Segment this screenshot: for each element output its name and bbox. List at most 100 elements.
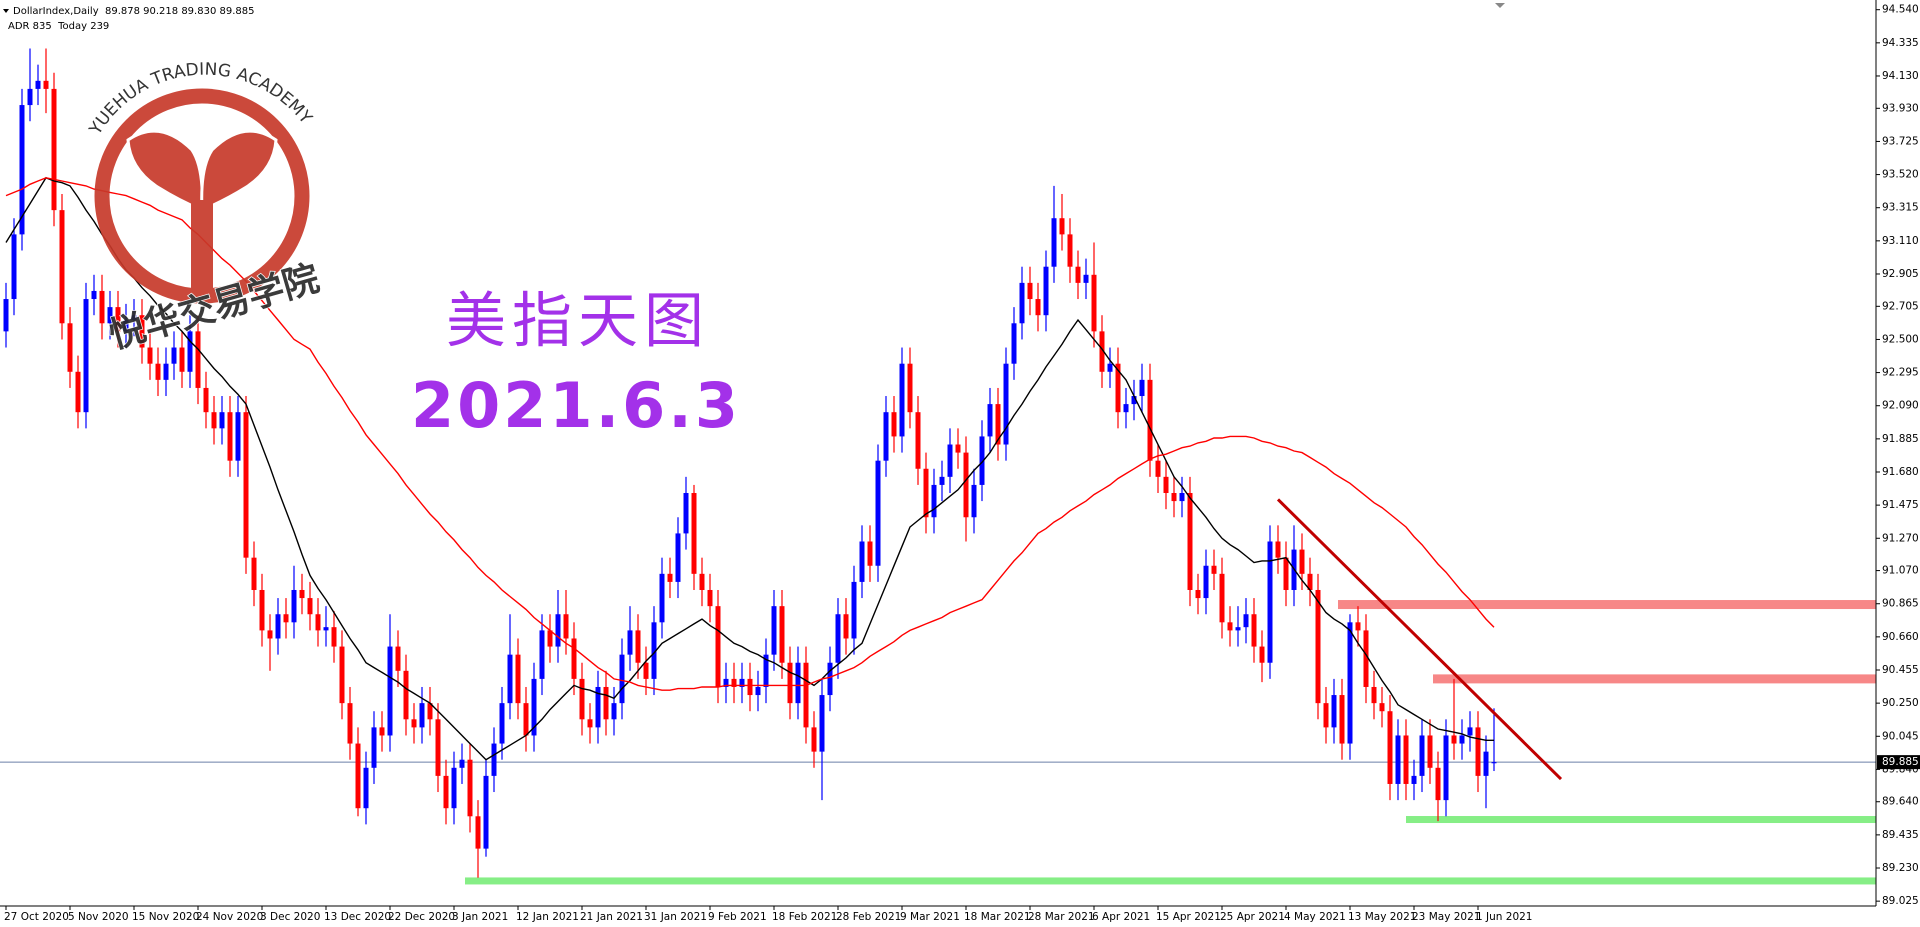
candle-body xyxy=(891,412,897,437)
candle-body xyxy=(1267,541,1273,663)
candle-body xyxy=(691,493,697,574)
candle-body xyxy=(1043,266,1049,316)
y-tick-label: 94.130 xyxy=(1882,70,1919,82)
candle-body xyxy=(83,299,89,413)
watermark-date: 2021.6.3 xyxy=(411,369,741,442)
candle-body xyxy=(1195,589,1201,599)
candle-body xyxy=(1107,363,1113,372)
candle-body xyxy=(1299,549,1305,574)
candle-body xyxy=(1139,379,1145,397)
candle-body xyxy=(1155,460,1161,477)
candle-body xyxy=(379,727,385,736)
candle-body xyxy=(443,775,449,809)
x-tick-label: 28 Mar 2021 xyxy=(1028,911,1095,923)
candle-body xyxy=(1099,331,1105,372)
y-tick-label: 92.090 xyxy=(1882,400,1919,412)
candle-body xyxy=(875,460,881,566)
candle-body xyxy=(1067,234,1073,267)
candle-body xyxy=(619,654,625,704)
candle-body xyxy=(667,573,673,582)
candle-body xyxy=(1331,695,1337,728)
candle-body xyxy=(715,606,721,687)
candle-body xyxy=(1019,282,1025,324)
candle-body xyxy=(747,678,753,696)
candle-body xyxy=(603,686,609,720)
candle-body xyxy=(315,614,321,631)
x-tick-label: 9 Mar 2021 xyxy=(900,911,960,923)
y-tick-label: 91.070 xyxy=(1882,565,1919,577)
candle-body xyxy=(939,476,945,485)
candle-body xyxy=(635,630,641,663)
y-tick-label: 90.660 xyxy=(1882,631,1919,643)
candle-body xyxy=(731,678,737,687)
candle-body xyxy=(1395,735,1401,784)
x-tick-label: 24 Nov 2020 xyxy=(196,911,263,923)
candle-body xyxy=(795,662,801,704)
candle-body xyxy=(227,412,233,461)
candle-body xyxy=(963,452,969,518)
candle-body xyxy=(163,363,169,380)
candle-body xyxy=(499,703,505,744)
y-tick-label: 89.435 xyxy=(1882,829,1919,841)
candle-body xyxy=(251,557,257,590)
candle-body xyxy=(3,299,9,332)
candle-body xyxy=(1131,396,1137,405)
candle-body xyxy=(931,484,937,518)
y-tick-label: 93.930 xyxy=(1882,102,1919,114)
candle-body xyxy=(1203,565,1209,599)
x-tick-label: 23 May 2021 xyxy=(1412,911,1480,923)
candle-body xyxy=(11,234,17,300)
chart-header: DollarIndex,Daily 89.878 90.218 89.830 8… xyxy=(3,6,254,32)
candle-body xyxy=(67,323,73,372)
candle-body xyxy=(763,654,769,687)
candle-body xyxy=(883,412,889,461)
trendline xyxy=(1276,498,1563,781)
candle-body xyxy=(571,638,577,679)
candle-body xyxy=(827,662,833,696)
candle-body xyxy=(99,290,105,324)
x-tick-label: 21 Jan 2021 xyxy=(580,911,643,923)
candle-body xyxy=(643,662,649,679)
candle-body xyxy=(355,743,361,809)
x-tick-label: 25 Apr 2021 xyxy=(1220,911,1285,923)
candle-body xyxy=(1379,703,1385,712)
candle-body xyxy=(403,670,409,720)
candle-body xyxy=(1467,727,1473,736)
candle-body xyxy=(1235,627,1241,631)
candle-body xyxy=(1123,404,1129,413)
level-zone xyxy=(1433,674,1876,684)
y-tick-label: 93.315 xyxy=(1882,202,1919,214)
candle-body xyxy=(299,589,305,599)
candle-body xyxy=(779,606,785,663)
x-tick-label: 18 Mar 2021 xyxy=(964,911,1031,923)
y-tick-label: 94.335 xyxy=(1882,37,1919,49)
candle-body xyxy=(771,606,777,655)
candle-body xyxy=(739,678,745,687)
candle-body xyxy=(531,678,537,736)
y-tick-label: 90.455 xyxy=(1882,664,1919,676)
candle-body xyxy=(1411,775,1417,784)
candle-body xyxy=(59,210,65,324)
y-tick-label: 93.520 xyxy=(1882,169,1919,181)
candle-body xyxy=(219,412,225,429)
candle-body xyxy=(899,363,905,437)
candle-body xyxy=(27,88,33,106)
candle-body xyxy=(275,614,281,639)
candle-body xyxy=(683,493,689,534)
candle-body xyxy=(395,646,401,671)
x-tick-label: 3 Jan 2021 xyxy=(452,911,508,923)
candle-body xyxy=(179,347,185,372)
candle-body xyxy=(1355,622,1361,631)
candle-body xyxy=(123,320,129,332)
candle-body xyxy=(651,622,657,679)
candle-body xyxy=(51,88,57,211)
candle-body xyxy=(563,614,569,639)
y-tick-label: 89.025 xyxy=(1882,895,1919,907)
x-tick-label: 13 May 2021 xyxy=(1348,911,1416,923)
candle-body xyxy=(243,412,249,558)
candle-body xyxy=(707,589,713,607)
candle-body xyxy=(1059,218,1065,235)
candle-body xyxy=(307,598,313,615)
